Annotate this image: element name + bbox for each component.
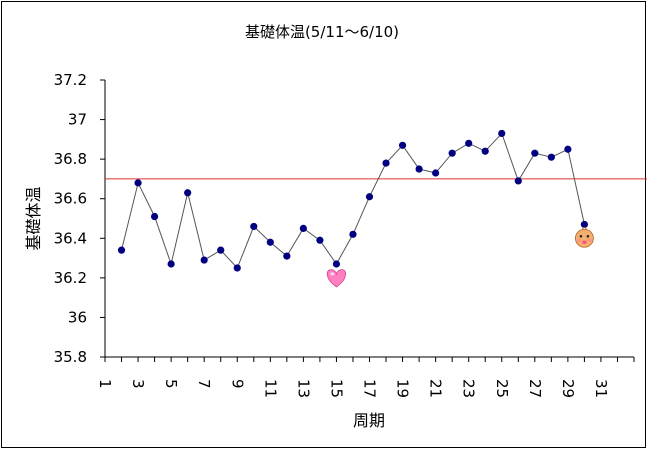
baby-face-hair	[582, 226, 587, 230]
series-line	[121, 132, 585, 269]
y-tick-label: 35.8	[54, 348, 87, 366]
x-tick-label: 1	[96, 379, 114, 389]
x-tick-label: 17	[361, 379, 379, 398]
x-tick-label: 15	[327, 379, 345, 398]
data-point	[233, 264, 241, 272]
heart-icon-shine	[330, 272, 335, 276]
y-tick-label: 36.4	[54, 229, 87, 247]
data-point	[564, 145, 572, 153]
data-point	[415, 165, 423, 173]
data-point	[316, 236, 324, 244]
data-point	[200, 256, 208, 264]
y-tick-label: 36.6	[54, 190, 87, 208]
baby-face-cheek-left	[577, 238, 581, 243]
data-point	[167, 260, 175, 268]
data-point	[448, 149, 456, 157]
baby-face-icon	[575, 226, 594, 248]
y-axis-title-group: 基礎体温	[24, 186, 43, 250]
markers-group	[326, 226, 594, 288]
x-tick-label: 29	[559, 379, 577, 398]
data-point	[349, 230, 357, 238]
y-tick-label: 37.2	[54, 71, 87, 89]
data-point	[531, 149, 539, 157]
data-point	[184, 189, 192, 197]
data-point	[465, 139, 473, 147]
data-point	[547, 153, 555, 161]
x-tick-label: 13	[294, 379, 312, 398]
y-tick-label: 36.8	[54, 150, 87, 168]
data-point	[332, 260, 341, 268]
data-point	[117, 246, 126, 254]
x-tick-label: 21	[427, 379, 445, 398]
data-point	[432, 169, 440, 177]
baby-face-cheek-right	[588, 238, 592, 243]
y-tick-label: 36.2	[54, 269, 87, 287]
x-tick-label: 5	[162, 379, 180, 389]
x-tick-label: 23	[460, 379, 478, 398]
x-tick-label: 9	[228, 379, 246, 389]
x-axis-title: 周期	[353, 411, 385, 430]
data-point	[134, 179, 142, 187]
data-point	[514, 177, 522, 185]
x-tick-label: 27	[526, 379, 544, 398]
data-point	[150, 212, 159, 221]
y-tick-label: 37	[68, 111, 87, 129]
x-tick-label: 3	[129, 379, 147, 389]
x-tick-label: 31	[592, 379, 610, 398]
chart-title: 基礎体温(5/11～6/10)	[245, 23, 399, 41]
heart-icon	[326, 269, 346, 288]
data-point	[266, 238, 274, 246]
data-point	[283, 252, 291, 260]
x-tick-label: 19	[394, 379, 412, 398]
data-point	[365, 193, 374, 201]
baby-face-eye-left	[579, 234, 583, 238]
y-tick-label: 36	[68, 308, 87, 326]
x-tick-label: 7	[195, 379, 213, 389]
baby-face-eye-right	[586, 234, 590, 238]
data-point	[481, 147, 489, 155]
data-point	[250, 222, 258, 231]
data-point	[382, 159, 390, 167]
x-tick-label: 25	[493, 379, 511, 398]
data-point	[580, 220, 589, 229]
series-group	[117, 129, 589, 272]
y-axis-title: 基礎体温	[24, 186, 43, 250]
baby-face-pacifier	[582, 240, 587, 245]
baby-face-head	[575, 228, 594, 248]
data-point	[498, 129, 506, 138]
data-point	[398, 141, 407, 149]
data-point	[299, 224, 307, 232]
data-point	[217, 246, 225, 254]
x-tick-label: 11	[261, 379, 279, 398]
